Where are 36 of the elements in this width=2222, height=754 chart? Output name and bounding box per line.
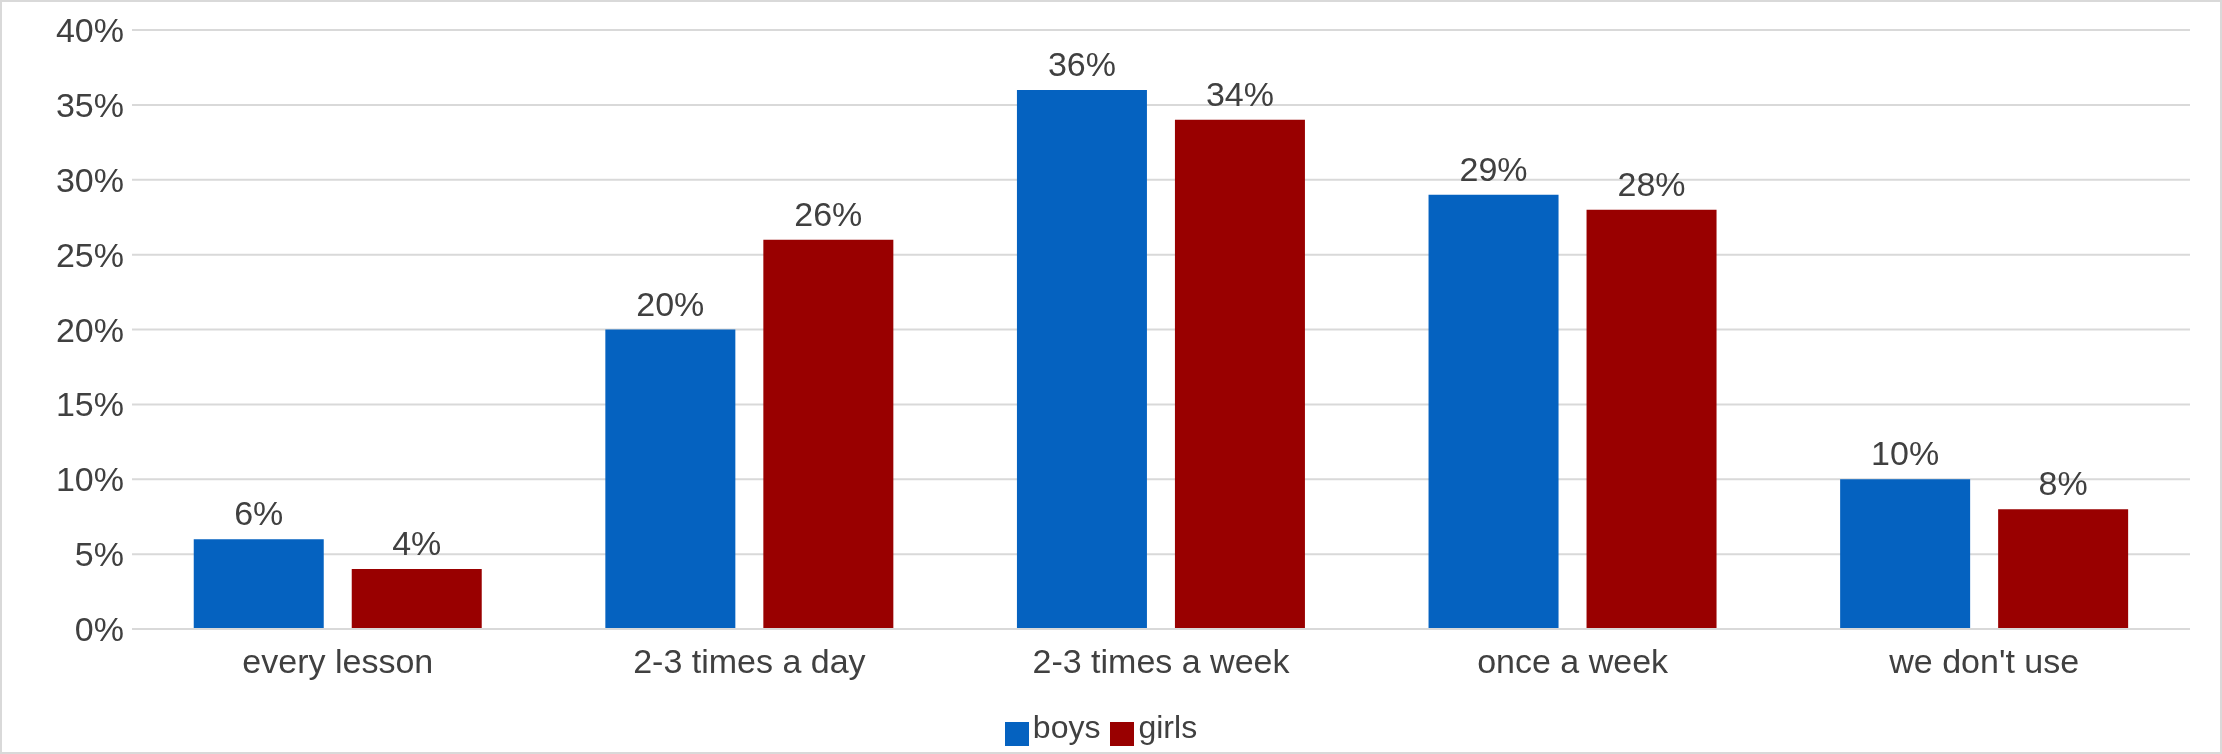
x-tick-label: once a week: [1477, 642, 1670, 681]
bar: [1174, 119, 1305, 629]
y-tick-label: 40%: [55, 11, 124, 50]
data-label: 6%: [234, 494, 284, 533]
y-tick-label: 10%: [55, 460, 124, 499]
bar: [1586, 209, 1717, 629]
y-tick-label: 30%: [55, 160, 124, 199]
data-label: 26%: [794, 194, 863, 233]
y-tick-label: 0%: [74, 610, 124, 649]
bar: [1428, 194, 1559, 629]
data-label: 36%: [1047, 44, 1116, 83]
bar: [193, 539, 324, 629]
data-label: 34%: [1205, 74, 1274, 113]
bar: [351, 569, 482, 629]
y-tick-label: 20%: [55, 310, 124, 349]
bar: [1016, 89, 1147, 629]
bar: [763, 239, 894, 629]
data-label: 8%: [2038, 464, 2088, 503]
data-label: 29%: [1459, 149, 1528, 188]
y-tick-label: 25%: [55, 235, 124, 274]
bar: [1840, 479, 1971, 629]
y-tick-label: 15%: [55, 385, 124, 424]
x-tick-label: every lesson: [242, 642, 434, 681]
data-label: 10%: [1871, 434, 1940, 473]
legend-label: boys: [1032, 709, 1101, 745]
bar: [1998, 509, 2129, 629]
data-label: 28%: [1617, 164, 1686, 203]
y-tick-label: 5%: [74, 535, 124, 574]
legend-label: girls: [1138, 709, 1198, 745]
bar: [605, 329, 736, 629]
x-tick-label: 2-3 times a day: [633, 642, 866, 681]
x-tick-label: 2-3 times a week: [1032, 642, 1291, 681]
data-label: 4%: [392, 524, 442, 563]
y-tick-label: 35%: [55, 85, 124, 124]
x-tick-label: we don't use: [1888, 642, 2080, 681]
data-label: 20%: [636, 284, 705, 323]
